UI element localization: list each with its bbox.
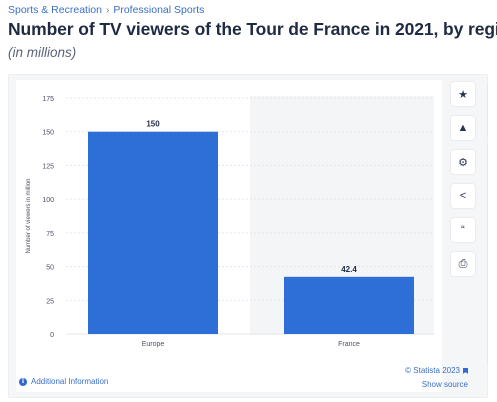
info-icon: i (19, 377, 27, 386)
breadcrumb-category-link[interactable]: Sports & Recreation (8, 4, 102, 16)
additional-information-link[interactable]: i Additional Information (19, 377, 108, 386)
favorite-button[interactable]: ★ (451, 82, 475, 106)
side-card-bottom (487, 142, 497, 364)
y-tick-label: 25 (46, 298, 54, 305)
share-icon: < (459, 190, 467, 202)
breadcrumb-separator: › (105, 4, 110, 16)
y-tick-label: 100 (42, 197, 54, 204)
share-button[interactable]: < (451, 184, 475, 208)
breadcrumb: Sports & Recreation › Professional Sport… (8, 4, 204, 16)
additional-information-label: Additional Information (31, 377, 109, 386)
y-tick-label: 150 (42, 130, 54, 137)
bar[interactable] (88, 131, 218, 334)
show-source-link[interactable]: Show source (421, 380, 468, 389)
y-tick-label: 50 (46, 265, 54, 272)
bell-icon: ▲ (457, 122, 469, 134)
chart-toolbar: ★ ▲ ⚙ < “ ⎙ (451, 82, 475, 276)
credit-text: © Statista 2023 (405, 366, 460, 375)
page-subtitle: (in millions) (8, 45, 77, 60)
breadcrumb-subcategory-link[interactable]: Professional Sports (113, 4, 205, 16)
chart-card: 0 25 50 75 100 125 150 175 Number of viewers in … (16, 80, 442, 392)
settings-button[interactable]: ⚙ (451, 150, 475, 174)
star-icon: ★ (458, 88, 468, 101)
gear-icon: ⚙ (458, 156, 468, 169)
print-button[interactable]: ⎙ (451, 252, 475, 276)
statista-credit-link[interactable]: © Statista 2023 (405, 364, 468, 378)
data-label: 150 (146, 120, 160, 129)
bar-chart: 0 25 50 75 100 125 150 175 Number of viewers in … (26, 96, 434, 348)
y-axis-label: Number of viewers in million (26, 178, 32, 253)
quote-icon: “ (461, 224, 465, 236)
data-label: 42.4 (341, 265, 357, 274)
x-tick-label: Europe (142, 341, 165, 348)
cite-button[interactable]: “ (451, 218, 475, 242)
y-tick-label: 0 (50, 332, 54, 339)
y-tick-label: 175 (42, 96, 54, 103)
chart-footer-right: © Statista 2023 Show source (405, 364, 468, 392)
print-icon: ⎙ (458, 257, 468, 270)
side-card-top (487, 84, 497, 136)
alert-button[interactable]: ▲ (451, 116, 475, 140)
y-tick-label: 125 (42, 163, 54, 170)
flag-icon (463, 367, 468, 374)
x-tick-label: France (338, 341, 360, 348)
y-tick-label: 75 (46, 231, 54, 238)
bar[interactable] (284, 276, 414, 334)
page-title: Number of TV viewers of the Tour de Fran… (8, 19, 497, 39)
